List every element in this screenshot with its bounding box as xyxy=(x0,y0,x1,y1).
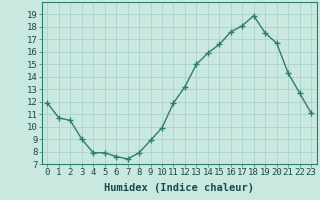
X-axis label: Humidex (Indice chaleur): Humidex (Indice chaleur) xyxy=(104,183,254,193)
